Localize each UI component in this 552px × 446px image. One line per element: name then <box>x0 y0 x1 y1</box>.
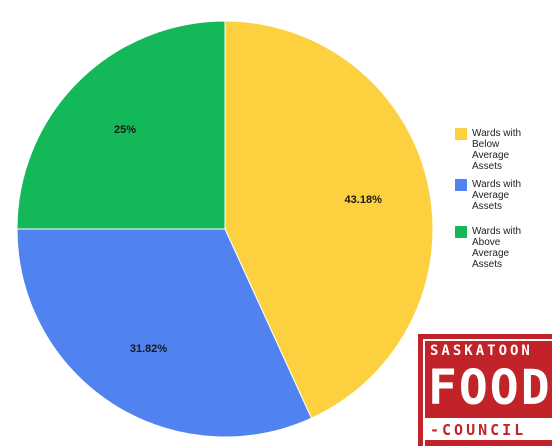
legend-swatch-below-average <box>455 128 467 140</box>
pie-label-above-average: 25% <box>114 124 136 136</box>
legend-item-below-average: Wards with Below Average Assets <box>455 128 552 172</box>
legend-label-above-average: Wards with Above Average Assets <box>472 226 522 270</box>
legend-item-average: Wards with Average Assets <box>455 179 552 212</box>
legend-label-average: Wards with Average Assets <box>472 179 522 212</box>
pie-slice-above-average <box>16 20 226 230</box>
logo-text-main: FOOD <box>428 360 552 416</box>
logo-bottom-bar <box>423 418 552 440</box>
pie-label-average: 31.82% <box>130 343 168 355</box>
logo-frame <box>423 339 552 446</box>
logo-text-bottom: -COUNCIL <box>430 421 527 439</box>
pie-label-below-average: 43.18% <box>345 194 383 206</box>
legend-item-above-average: Wards with Above Average Assets <box>455 226 552 270</box>
legend-swatch-average <box>455 179 467 191</box>
pie-slice-average <box>16 228 313 438</box>
legend-swatch-above-average <box>455 226 467 238</box>
saskatoon-food-council-logo: SASKATOON FOOD -COUNCIL <box>418 334 552 446</box>
chart-legend: Wards with Below Average Assets Wards wi… <box>455 128 552 277</box>
legend-label-below-average: Wards with Below Average Assets <box>472 128 522 172</box>
logo-text-top: SASKATOON <box>430 343 533 359</box>
pie-slice-below-average <box>224 20 434 419</box>
